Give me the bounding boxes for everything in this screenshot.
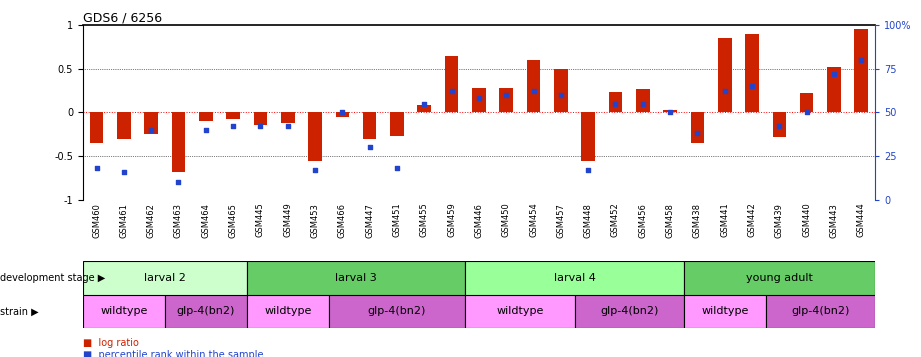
- Bar: [309, 112, 321, 161]
- Bar: [83, 261, 247, 295]
- Point: [89, 166, 104, 171]
- Bar: [145, 112, 158, 134]
- Bar: [636, 89, 649, 112]
- Point: [308, 167, 322, 173]
- Text: ■  log ratio: ■ log ratio: [83, 338, 139, 348]
- Text: GDS6 / 6256: GDS6 / 6256: [83, 12, 162, 25]
- Bar: [465, 261, 683, 295]
- Point: [171, 180, 186, 185]
- Bar: [581, 112, 595, 161]
- Bar: [663, 110, 677, 112]
- Text: ■  percentile rank within the sample: ■ percentile rank within the sample: [83, 350, 263, 357]
- Bar: [472, 88, 485, 112]
- Point: [526, 89, 541, 94]
- Bar: [89, 112, 103, 143]
- Bar: [855, 29, 869, 112]
- Bar: [445, 56, 459, 112]
- Point: [772, 124, 787, 129]
- Point: [854, 57, 869, 63]
- Bar: [253, 112, 267, 125]
- Bar: [499, 88, 513, 112]
- Bar: [683, 261, 875, 295]
- Point: [226, 124, 240, 129]
- Point: [554, 92, 568, 98]
- Bar: [765, 295, 875, 328]
- Point: [335, 110, 350, 115]
- Point: [417, 101, 432, 106]
- Text: strain ▶: strain ▶: [0, 306, 39, 317]
- Text: wildtype: wildtype: [100, 306, 147, 317]
- Bar: [171, 112, 185, 172]
- Point: [198, 127, 213, 133]
- Bar: [609, 92, 623, 112]
- Point: [499, 92, 514, 98]
- Bar: [227, 112, 240, 120]
- Bar: [199, 112, 213, 121]
- Bar: [247, 295, 329, 328]
- Bar: [683, 295, 765, 328]
- Text: wildtype: wildtype: [264, 306, 311, 317]
- Bar: [799, 93, 813, 112]
- Bar: [329, 295, 465, 328]
- Point: [444, 89, 459, 94]
- Point: [663, 110, 678, 115]
- Point: [745, 83, 760, 89]
- Bar: [527, 60, 541, 112]
- Point: [362, 145, 377, 150]
- Text: larval 3: larval 3: [335, 272, 377, 283]
- Bar: [391, 112, 403, 136]
- Text: larval 4: larval 4: [554, 272, 596, 283]
- Bar: [247, 261, 465, 295]
- Bar: [83, 295, 165, 328]
- Text: young adult: young adult: [746, 272, 813, 283]
- Bar: [117, 112, 131, 139]
- Point: [799, 110, 814, 115]
- Bar: [745, 34, 759, 112]
- Bar: [717, 38, 731, 112]
- Bar: [165, 295, 247, 328]
- Bar: [335, 112, 349, 117]
- Point: [280, 124, 295, 129]
- Point: [144, 127, 158, 133]
- Point: [390, 166, 404, 171]
- Text: larval 2: larval 2: [144, 272, 186, 283]
- Point: [116, 169, 131, 175]
- Text: glp-4(bn2): glp-4(bn2): [600, 306, 659, 317]
- Point: [690, 131, 705, 136]
- Point: [472, 96, 486, 101]
- Bar: [827, 67, 841, 112]
- Bar: [281, 112, 295, 123]
- Bar: [417, 105, 431, 112]
- Point: [581, 167, 596, 173]
- Point: [608, 101, 623, 106]
- Text: wildtype: wildtype: [496, 306, 543, 317]
- Text: glp-4(bn2): glp-4(bn2): [791, 306, 849, 317]
- Text: development stage ▶: development stage ▶: [0, 272, 105, 283]
- Point: [253, 124, 268, 129]
- Point: [717, 89, 732, 94]
- Text: wildtype: wildtype: [701, 306, 749, 317]
- Bar: [363, 112, 377, 139]
- Bar: [465, 295, 575, 328]
- Bar: [554, 69, 567, 112]
- Bar: [691, 112, 705, 143]
- Bar: [773, 112, 787, 137]
- Text: glp-4(bn2): glp-4(bn2): [367, 306, 426, 317]
- Point: [827, 71, 842, 77]
- Text: glp-4(bn2): glp-4(bn2): [177, 306, 235, 317]
- Bar: [575, 295, 683, 328]
- Point: [635, 101, 650, 106]
